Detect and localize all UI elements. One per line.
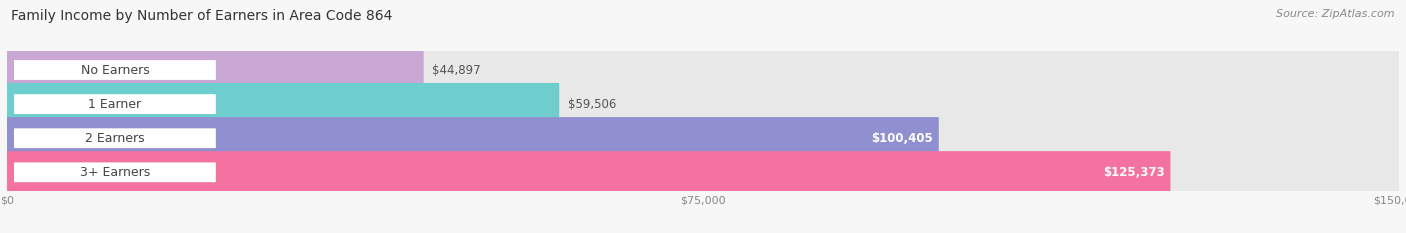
FancyBboxPatch shape bbox=[14, 128, 217, 148]
Text: Family Income by Number of Earners in Area Code 864: Family Income by Number of Earners in Ar… bbox=[11, 9, 392, 23]
Text: $125,373: $125,373 bbox=[1104, 166, 1166, 179]
Text: $100,405: $100,405 bbox=[872, 132, 934, 145]
FancyBboxPatch shape bbox=[7, 117, 939, 159]
Text: 3+ Earners: 3+ Earners bbox=[80, 166, 150, 179]
Text: $44,897: $44,897 bbox=[432, 64, 481, 76]
Text: No Earners: No Earners bbox=[80, 64, 149, 76]
FancyBboxPatch shape bbox=[7, 49, 423, 91]
FancyBboxPatch shape bbox=[7, 151, 1170, 193]
FancyBboxPatch shape bbox=[14, 60, 217, 80]
Text: $59,506: $59,506 bbox=[568, 98, 616, 111]
FancyBboxPatch shape bbox=[7, 117, 1399, 159]
FancyBboxPatch shape bbox=[7, 83, 1399, 125]
Text: 2 Earners: 2 Earners bbox=[86, 132, 145, 145]
Text: 1 Earner: 1 Earner bbox=[89, 98, 142, 111]
FancyBboxPatch shape bbox=[7, 49, 1399, 91]
FancyBboxPatch shape bbox=[14, 94, 217, 114]
FancyBboxPatch shape bbox=[7, 151, 1399, 193]
FancyBboxPatch shape bbox=[14, 162, 217, 182]
FancyBboxPatch shape bbox=[7, 83, 560, 125]
Text: Source: ZipAtlas.com: Source: ZipAtlas.com bbox=[1277, 9, 1395, 19]
